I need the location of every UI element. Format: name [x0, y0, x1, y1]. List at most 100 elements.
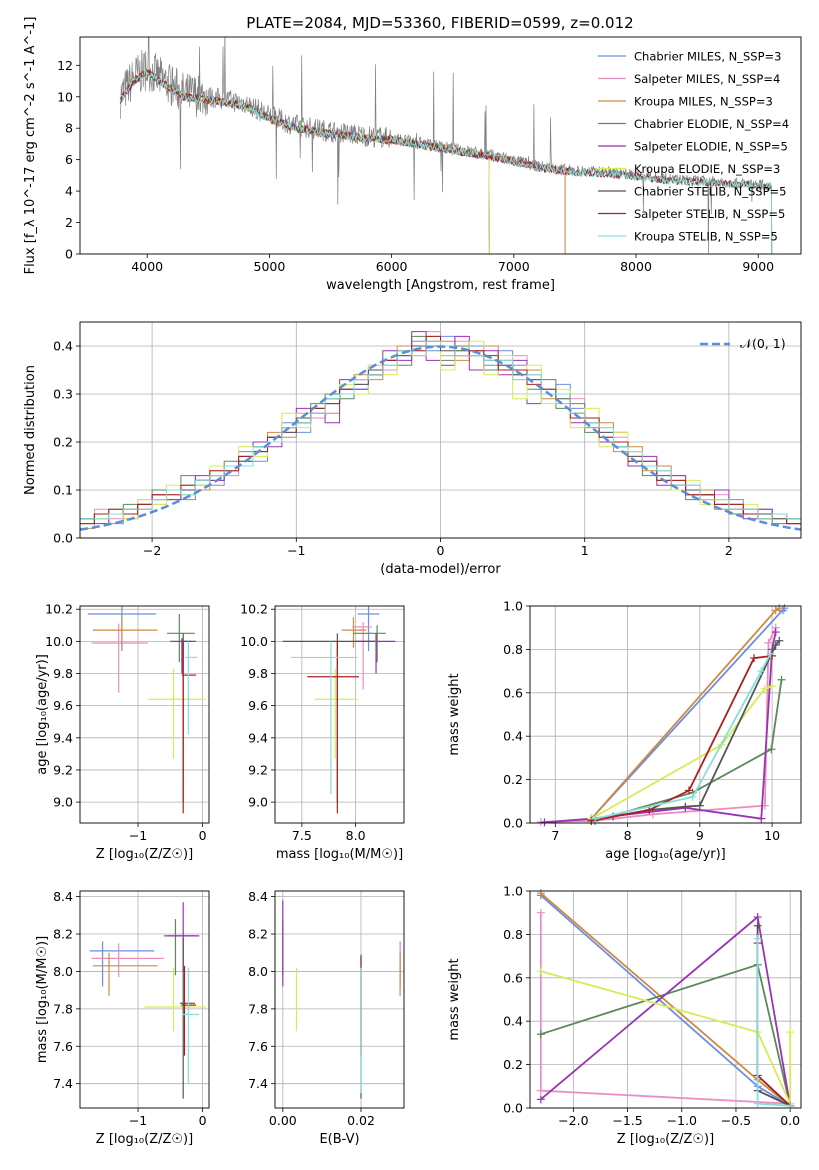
weight-lines — [536, 889, 795, 1110]
point-marker — [753, 921, 762, 930]
point-marker — [536, 908, 545, 917]
weight-line — [544, 631, 777, 824]
y-tick-label: 0.0 — [503, 1101, 523, 1116]
point-marker — [767, 745, 776, 754]
x-tick-label: 10 — [764, 828, 780, 843]
x-axis-label: Z [log₁₀(Z/Z☉)] — [96, 847, 193, 862]
point-marker — [764, 638, 773, 647]
y-tick-label: 10.2 — [240, 602, 268, 617]
legend-label: Chabrier ELODIE, N_SSP=4 — [634, 117, 789, 131]
weight-line — [594, 679, 783, 822]
plot-frame — [79, 605, 210, 824]
x-axis-label: Z [log₁₀(Z/Z☉)] — [617, 1132, 714, 1147]
weight-vs-age-panel: 7 8 9 10 0.0 0.2 0.4 0.6 0.8 1.0 age [log₁₀(age/yr… — [447, 599, 802, 862]
y-tick-label: 8.2 — [248, 927, 268, 942]
point-marker — [760, 684, 769, 693]
weight-line — [590, 685, 773, 820]
y-axis-label: Normed distribution — [23, 365, 38, 495]
plot-frame — [274, 605, 405, 824]
y-tick-label: 1.0 — [503, 599, 523, 614]
point-marker — [684, 786, 693, 795]
spectrum-panel: 4000 5000 6000 7000 8000 9000 0 2 4 6 8 10 12 wavelen… — [23, 17, 802, 293]
y-tick-label: 0.4 — [503, 729, 523, 744]
y-tick-label: 4 — [65, 184, 73, 199]
legend-label: 𝒩(0, 1) — [740, 336, 786, 351]
point-marker — [536, 967, 545, 976]
point-marker — [768, 682, 777, 691]
x-tick-label: 1 — [581, 543, 589, 558]
legend-label: Chabrier MILES, N_SSP=3 — [634, 50, 781, 64]
panels: 4000 5000 6000 7000 8000 9000024681012wavelen… — [23, 17, 802, 1147]
x-tick-label: −2.0 — [558, 1113, 588, 1128]
y-tick-label: 9.8 — [53, 666, 73, 681]
y-axis-label: mass [log₁₀(M/M☉)] — [35, 936, 50, 1063]
point-marker — [766, 649, 775, 658]
error-crosses — [282, 900, 401, 1099]
point-marker — [591, 814, 600, 823]
x-tick-label: −1.5 — [612, 1113, 642, 1128]
y-tick-label: 0.8 — [503, 642, 523, 657]
y-tick-label: 7.4 — [53, 1076, 73, 1091]
point-marker — [681, 802, 690, 811]
point-marker — [786, 1028, 795, 1037]
y-tick-label: 9.4 — [248, 730, 268, 745]
y-tick-label: 9.6 — [248, 698, 268, 713]
legend-label: Kroupa ELODIE, N_SSP=3 — [634, 162, 780, 176]
point-marker — [753, 1099, 762, 1108]
x-tick-label: 0 — [199, 828, 207, 843]
error-crosses — [89, 902, 206, 1099]
normal-curve — [80, 345, 801, 531]
x-tick-label: 6000 — [376, 259, 408, 274]
age-vs-Z-panel: −1 0 9.0 9.2 9.4 9.6 9.8 10.0 10.2 Z [log₁₀(Z/Z☉)… — [35, 602, 210, 862]
plot-frame — [529, 890, 802, 1109]
x-tick-label: 7 — [551, 828, 559, 843]
point-marker — [775, 604, 784, 613]
x-tick-label: 9000 — [742, 259, 774, 274]
weight-line — [540, 970, 792, 1105]
x-tick-label: −0.5 — [721, 1113, 751, 1128]
plot-frame — [79, 36, 802, 255]
y-tick-label: 10 — [57, 89, 73, 104]
histogram-lines — [80, 331, 801, 538]
plot-frame — [274, 890, 405, 1109]
y-tick-label: 10.0 — [240, 634, 268, 649]
y-tick-label: 8 — [65, 121, 73, 136]
x-tick-label: 0 — [437, 543, 445, 558]
plot-frame — [79, 890, 210, 1109]
weight-line — [540, 627, 777, 823]
y-axis-label: mass weight — [447, 673, 462, 755]
y-tick-label: 6 — [65, 152, 73, 167]
weight-vs-Z-panel: −2.0 −1.5 −1.0 −0.5 0.0 0.0 0.2 0.4 0.6 0.8 1.0 Z [… — [447, 884, 802, 1147]
x-axis-label: (data-model)/error — [380, 562, 501, 577]
y-tick-label: 7.6 — [248, 1039, 268, 1054]
x-tick-label: −1.0 — [667, 1113, 697, 1128]
y-tick-label: 9.4 — [53, 730, 73, 745]
y-tick-label: 0.2 — [53, 435, 73, 450]
x-tick-label: −1 — [287, 543, 305, 558]
point-marker — [536, 889, 545, 898]
y-tick-label: 9.6 — [53, 698, 73, 713]
plot-frame — [79, 321, 802, 539]
legend-label: Salpeter MILES, N_SSP=4 — [634, 72, 780, 86]
y-tick-label: 7.6 — [53, 1039, 73, 1054]
y-tick-label: 10.0 — [45, 634, 73, 649]
y-tick-label: 9.0 — [53, 795, 73, 810]
y-tick-label: 0.0 — [53, 531, 73, 546]
x-axis-label: mass [log₁₀(M/M☉)] — [276, 847, 403, 862]
point-marker — [750, 654, 759, 663]
x-tick-label: 2 — [725, 543, 733, 558]
y-tick-label: 8.4 — [248, 889, 268, 904]
point-marker — [757, 814, 766, 823]
x-tick-label: 0.02 — [347, 1113, 375, 1128]
y-tick-label: 9.2 — [248, 762, 268, 777]
y-tick-label: 8.0 — [53, 964, 73, 979]
x-tick-label: 7000 — [498, 259, 530, 274]
point-marker — [536, 1086, 545, 1095]
x-axis-label: E(B-V) — [319, 1132, 359, 1147]
y-tick-label: 0.2 — [503, 772, 523, 787]
x-tick-label: 8 — [624, 828, 632, 843]
point-marker — [536, 1095, 545, 1104]
point-marker — [540, 818, 549, 827]
y-tick-label: 9.2 — [53, 762, 73, 777]
